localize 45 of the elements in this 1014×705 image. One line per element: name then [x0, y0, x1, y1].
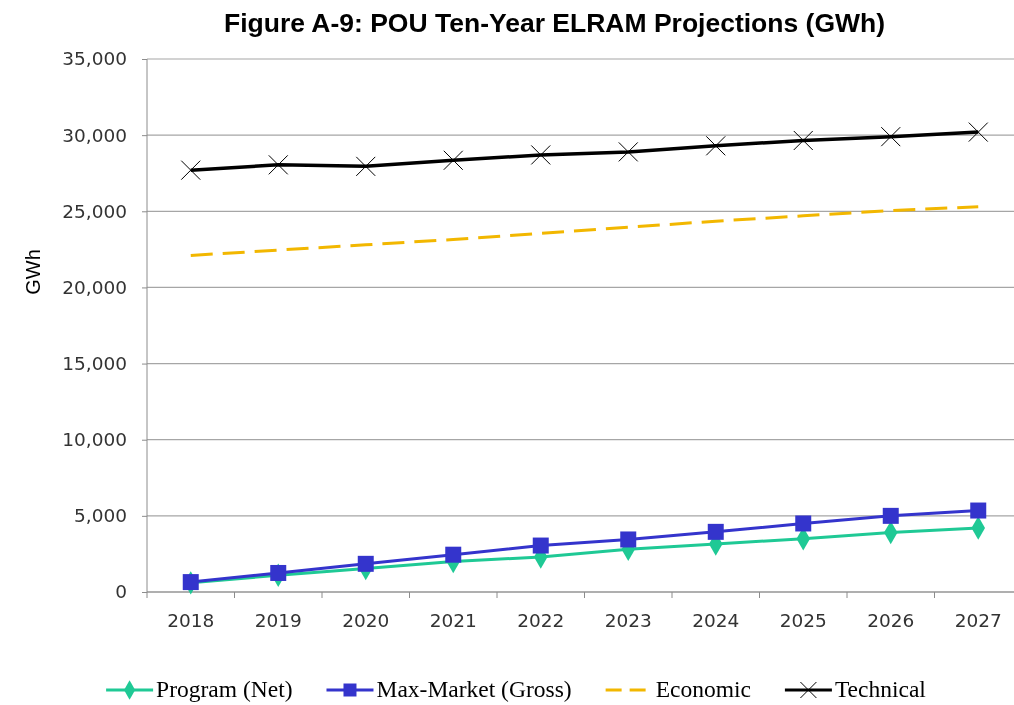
point — [443, 150, 464, 171]
x-tick-label: 2018 — [167, 610, 215, 631]
x-tick-label: 2025 — [779, 610, 827, 631]
point — [530, 144, 551, 165]
point — [795, 515, 812, 532]
point — [357, 555, 374, 572]
x-tick-label: 2026 — [867, 610, 915, 631]
point — [970, 502, 987, 519]
point — [445, 546, 462, 563]
point — [180, 160, 201, 181]
y-tick-label: 15,000 — [62, 352, 127, 374]
point — [793, 130, 814, 151]
y-axis-title: GWh — [22, 249, 44, 295]
legend-label: Program (Net) — [156, 676, 293, 702]
x-tick-label: 2022 — [517, 610, 565, 631]
y-tick-label: 25,000 — [62, 200, 127, 222]
y-tick-label: 0 — [115, 581, 127, 603]
point — [355, 156, 376, 177]
point — [707, 523, 724, 540]
point — [882, 507, 899, 524]
x-tick-label: 2021 — [429, 610, 477, 631]
x-tick-label: 2019 — [254, 610, 302, 631]
x-tick-label: 2023 — [604, 610, 652, 631]
x-tick-label: 2024 — [692, 610, 740, 631]
point — [705, 135, 726, 156]
y-tick-label: 35,000 — [62, 48, 127, 70]
x-tick-label: 2027 — [954, 610, 1002, 631]
legend-label: Economic — [655, 676, 751, 702]
y-tick-label: 10,000 — [62, 429, 127, 451]
legend-label: Technical — [834, 676, 927, 702]
point — [968, 122, 989, 143]
legend-label: Max-Market (Gross) — [376, 676, 572, 702]
point — [268, 154, 289, 175]
point — [618, 141, 639, 162]
point — [620, 531, 637, 548]
point — [270, 564, 287, 581]
point — [182, 574, 199, 591]
y-tick-label: 5,000 — [74, 505, 127, 527]
point — [880, 126, 901, 147]
chart-title: Figure A-9: POU Ten-Year ELRAM Projections (GWh) — [223, 8, 886, 38]
y-tick-label: 30,000 — [62, 124, 127, 146]
point — [532, 537, 549, 554]
x-tick-label: 2020 — [342, 610, 390, 631]
line-series — [189, 205, 980, 257]
y-tick-label: 20,000 — [62, 276, 127, 298]
